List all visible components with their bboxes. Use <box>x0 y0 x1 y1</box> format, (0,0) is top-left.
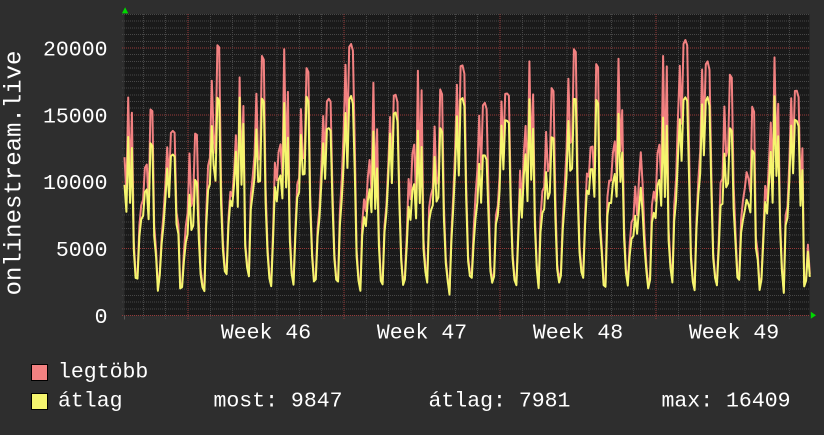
svg-text:5000: 5000 <box>56 239 108 263</box>
svg-text:Week 46: Week 46 <box>221 322 311 346</box>
svg-text:onlinestream.live: onlinestream.live <box>2 51 29 296</box>
svg-text:legtöbb: legtöbb <box>58 361 148 385</box>
svg-text:Week 49: Week 49 <box>689 322 779 346</box>
svg-text:0: 0 <box>95 306 108 330</box>
svg-text:Week 48: Week 48 <box>533 322 623 346</box>
svg-text:20000: 20000 <box>43 39 108 63</box>
svg-text:most: 9847: most: 9847 <box>214 390 343 414</box>
svg-text:max: 16409: max: 16409 <box>662 390 791 414</box>
svg-text:átlag: 7981: átlag: 7981 <box>429 390 571 414</box>
svg-text:Week 47: Week 47 <box>377 322 467 346</box>
svg-text:15000: 15000 <box>43 105 108 129</box>
svg-text:10000: 10000 <box>43 172 108 196</box>
svg-text:átlag: átlag <box>58 390 123 414</box>
